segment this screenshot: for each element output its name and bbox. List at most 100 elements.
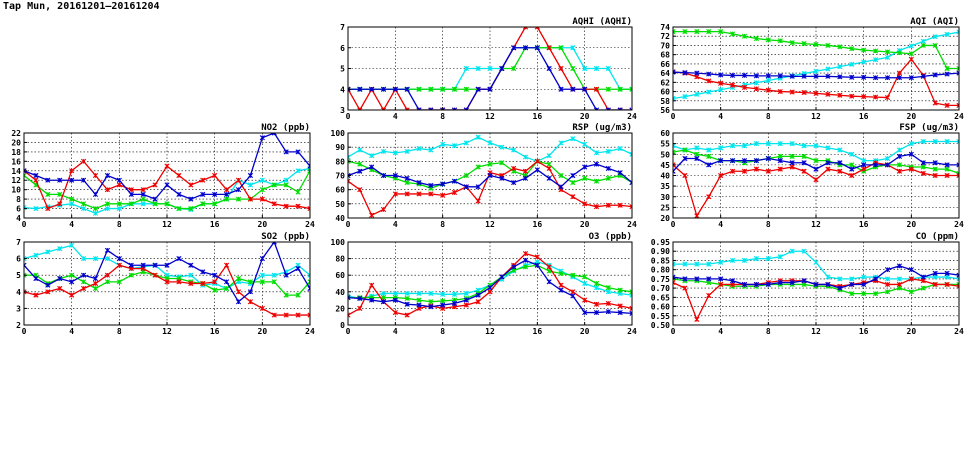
y-tick-label: 20	[335, 304, 345, 313]
data-point-cyan	[861, 274, 867, 280]
data-point-green	[617, 287, 623, 293]
data-point-red	[944, 281, 950, 288]
data-point-green	[200, 201, 206, 207]
data-point-blue	[392, 297, 398, 303]
data-point-green	[499, 160, 505, 166]
data-point-blue	[140, 191, 146, 197]
data-point-green	[235, 275, 242, 282]
data-point-cyan	[582, 280, 588, 287]
data-point-green	[259, 187, 265, 193]
chart-title: CO (ppm)	[916, 232, 959, 242]
data-point-red	[451, 189, 458, 196]
data-point-blue	[348, 295, 351, 301]
data-point-red	[741, 84, 748, 90]
data-point-cyan	[283, 177, 289, 183]
data-point-blue	[570, 172, 576, 179]
data-point-blue	[380, 172, 387, 179]
data-point-red	[104, 187, 111, 193]
data-point-red	[932, 281, 938, 288]
data-point-blue	[582, 164, 588, 170]
data-point-cyan	[718, 145, 724, 151]
data-point-green	[765, 37, 771, 43]
data-point-green	[271, 182, 277, 188]
data-point-red	[706, 292, 712, 299]
x-tick-label: 16	[210, 220, 220, 229]
data-point-green	[789, 40, 795, 46]
data-point-cyan	[789, 141, 795, 147]
data-point-red	[884, 94, 891, 101]
data-point-red	[837, 168, 843, 174]
data-point-blue	[511, 264, 517, 270]
data-point-green	[92, 205, 99, 212]
data-point-cyan	[837, 276, 843, 282]
data-point-red	[357, 305, 363, 311]
y-tick-label: 0.95	[651, 238, 670, 247]
data-point-blue	[475, 184, 481, 190]
x-tick-label: 12	[162, 220, 172, 229]
y-tick-label: 3	[16, 304, 21, 313]
data-point-blue	[920, 73, 926, 79]
data-point-blue	[861, 162, 867, 168]
data-point-blue	[348, 172, 351, 179]
data-point-red	[617, 303, 623, 309]
data-point-green	[629, 289, 632, 295]
data-point-green	[741, 33, 748, 39]
data-point-cyan	[392, 150, 398, 156]
data-point-cyan	[546, 153, 552, 159]
data-point-red	[69, 292, 75, 298]
data-point-red	[789, 164, 795, 170]
data-point-red	[295, 203, 301, 209]
data-point-cyan	[593, 150, 600, 156]
data-point-blue	[593, 161, 600, 167]
chart-title: AQHI (AQHI)	[572, 17, 632, 27]
data-point-red	[872, 94, 879, 100]
data-point-red	[283, 203, 289, 209]
x-tick-label: 8	[766, 327, 771, 336]
data-point-blue	[872, 276, 879, 282]
data-point-red	[24, 289, 27, 295]
data-point-green	[813, 158, 819, 164]
data-point-cyan	[673, 95, 676, 102]
data-point-red	[765, 168, 771, 174]
y-tick-label: 0.65	[651, 293, 670, 302]
data-point-green	[128, 201, 134, 207]
data-point-cyan	[872, 57, 879, 63]
data-point-red	[944, 172, 950, 179]
x-tick-label: 0	[22, 327, 27, 336]
data-point-red	[765, 87, 771, 93]
data-point-cyan	[307, 272, 310, 278]
data-point-green	[247, 279, 254, 285]
data-point-green	[694, 29, 700, 35]
data-point-green	[511, 65, 517, 72]
data-point-green	[849, 46, 855, 52]
data-point-cyan	[92, 256, 99, 262]
data-point-red	[546, 45, 552, 51]
data-point-cyan	[380, 148, 387, 155]
data-point-blue	[582, 86, 588, 92]
data-point-cyan	[729, 257, 736, 264]
data-point-green	[24, 172, 27, 179]
data-point-blue	[259, 135, 265, 141]
data-point-red	[369, 282, 375, 288]
x-tick-label: 16	[533, 112, 543, 121]
data-point-blue	[813, 166, 819, 172]
data-point-red	[235, 289, 242, 295]
data-point-green	[673, 29, 676, 35]
data-point-cyan	[944, 138, 950, 145]
y-tick-label: 7	[340, 23, 345, 32]
data-point-blue	[582, 309, 588, 316]
data-point-blue	[872, 75, 879, 81]
data-point-green	[357, 161, 363, 167]
data-point-blue	[605, 107, 611, 110]
data-point-red	[116, 182, 122, 188]
data-point-cyan	[673, 261, 676, 267]
data-point-blue	[617, 309, 623, 316]
x-tick-label: 4	[393, 220, 398, 229]
data-point-blue	[837, 285, 843, 291]
data-point-cyan	[104, 205, 111, 212]
data-point-green	[605, 175, 611, 181]
data-point-blue	[729, 278, 736, 284]
data-point-blue	[152, 196, 158, 202]
